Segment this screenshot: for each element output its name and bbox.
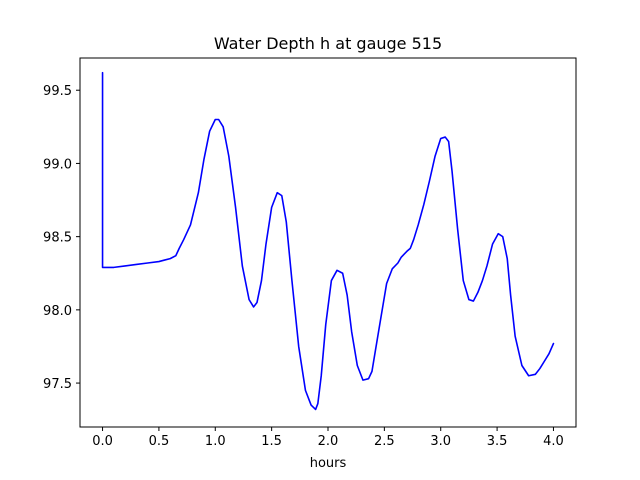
chart-title: Water Depth h at gauge 515 <box>214 34 442 53</box>
plot-area-frame <box>79 57 577 428</box>
x-tick-label: 1.5 <box>261 434 282 449</box>
x-tick-label: 4.0 <box>543 434 564 449</box>
x-tick-label: 3.5 <box>487 434 508 449</box>
y-tick-label: 99.5 <box>43 84 72 99</box>
x-tick-label: 0.5 <box>149 434 170 449</box>
x-tick-label: 3.0 <box>430 434 451 449</box>
x-tick-label: 0.0 <box>92 434 113 449</box>
x-tick-label: 2.0 <box>318 434 339 449</box>
y-tick-label: 98.0 <box>43 304 72 319</box>
y-tick-label: 99.0 <box>43 157 72 172</box>
x-tick-label: 2.5 <box>374 434 395 449</box>
x-tick-label: 1.0 <box>205 434 226 449</box>
y-tick-label: 97.5 <box>43 377 72 392</box>
x-axis-label: hours <box>310 456 347 471</box>
series-line <box>101 71 555 411</box>
axis-ticks: 0.0 0.5 1.0 1.5 2.0 2.5 3.0 3.5 4.0 97.5 98.0 98.5 9… <box>43 84 564 449</box>
y-tick-label: 98.5 <box>43 231 72 246</box>
